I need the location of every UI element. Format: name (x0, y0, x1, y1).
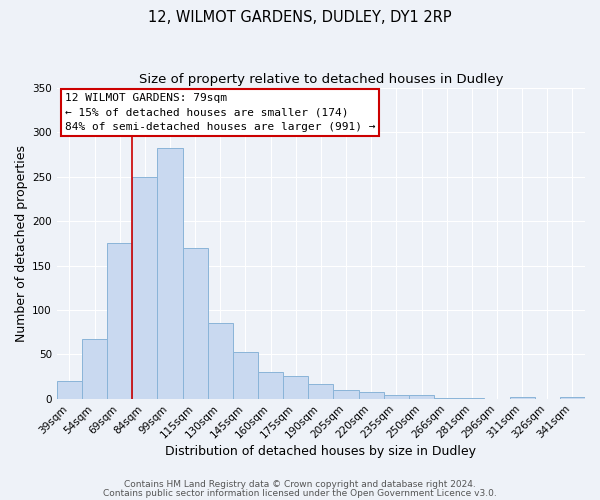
Bar (82, 339, 107, 398)
Bar (258, 372, 283, 398)
Text: 12, WILMOT GARDENS, DUDLEY, DY1 2RP: 12, WILMOT GARDENS, DUDLEY, DY1 2RP (148, 10, 452, 25)
Bar (157, 148, 182, 398)
Title: Size of property relative to detached houses in Dudley: Size of property relative to detached ho… (139, 72, 503, 86)
Bar (208, 323, 233, 398)
Text: Contains HM Land Registry data © Crown copyright and database right 2024.: Contains HM Land Registry data © Crown c… (124, 480, 476, 489)
Bar (334, 390, 359, 398)
Bar (233, 352, 258, 399)
Bar (132, 177, 157, 398)
Text: Contains public sector information licensed under the Open Government Licence v3: Contains public sector information licen… (103, 488, 497, 498)
Bar (57, 381, 82, 398)
Y-axis label: Number of detached properties: Number of detached properties (15, 145, 28, 342)
Bar (409, 395, 434, 398)
Bar (107, 244, 132, 398)
Bar (182, 248, 208, 398)
Bar (359, 392, 384, 398)
Text: 12 WILMOT GARDENS: 79sqm
← 15% of detached houses are smaller (174)
84% of semi-: 12 WILMOT GARDENS: 79sqm ← 15% of detach… (65, 92, 375, 132)
Bar (283, 376, 308, 398)
X-axis label: Distribution of detached houses by size in Dudley: Distribution of detached houses by size … (166, 444, 476, 458)
Bar (560, 397, 585, 398)
Bar (308, 384, 334, 398)
Bar (384, 395, 409, 398)
Bar (509, 397, 535, 398)
